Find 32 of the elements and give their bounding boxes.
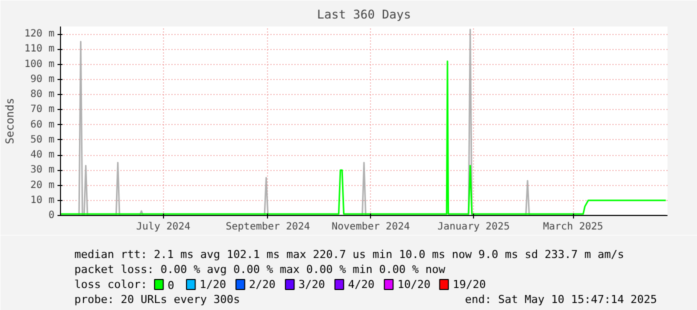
legend-label: 0 — [168, 279, 174, 292]
legend-label: 10/20 — [397, 278, 431, 291]
y-tick-label: 80 m — [30, 89, 55, 100]
y-tick-label: 90 m — [30, 74, 55, 85]
text: end: Sat May 10 15:47:14 2025 — [464, 293, 658, 306]
legend-label: 2/20 — [249, 278, 276, 291]
y-tick-label: 30 m — [30, 164, 55, 176]
y-tick-label: 120 m — [24, 28, 55, 40]
y-tick-label: 20 m — [30, 180, 55, 191]
x-tick-label: November 2024 — [332, 222, 410, 232]
legend-label: 19/20 — [452, 278, 486, 291]
y-tick-label: 0 — [48, 210, 55, 221]
legend-label: 1/20 — [200, 278, 226, 291]
y-tick-label: 60 m — [30, 119, 55, 130]
chart-title: Last 360 Days — [317, 8, 411, 22]
y-tick-label: 40 m — [30, 150, 55, 161]
legend-label: 4/20 — [348, 278, 374, 291]
text: packet loss: 0.00 % avg 0.00 % max 0.00 % min 0.00 % now — [74, 263, 446, 276]
y-tick-label: 70 m — [30, 104, 55, 116]
y-tick-label: 110 m — [24, 44, 55, 55]
y-tick-label: 10 m — [30, 194, 55, 206]
legend-label: 3/20 — [298, 278, 326, 291]
x-tick-label: January 2025 — [437, 222, 510, 232]
text: probe: 20 URLs every 300s — [74, 293, 240, 306]
legend-title: loss color: — [74, 278, 148, 291]
x-tick-label: July 2024 — [136, 222, 190, 232]
y-tick-label: 50 m — [30, 134, 55, 146]
x-tick-label: September 2024 — [226, 222, 310, 232]
y-tick-label: 100 m — [24, 58, 55, 70]
text: median rtt: 2.1 ms avg 102.1 ms max 220.7 us min 10.0 ms now 9.0 ms sd 233.7 m am/s — [74, 248, 624, 261]
y-axis-title: Seconds — [3, 98, 16, 144]
x-tick-label: March 2025 — [542, 222, 604, 232]
